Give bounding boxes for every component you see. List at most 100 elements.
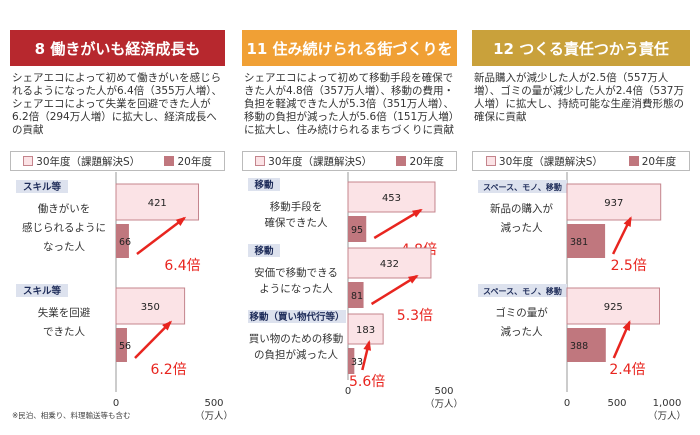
growth-arrow-head (162, 320, 173, 331)
legend-swatch-30 (485, 156, 496, 166)
footnote: ※民泊、相乗り、料理輸送等も含む (12, 411, 131, 420)
legend-item-30: 30年度（課題解決S） (485, 154, 603, 169)
category-label: できた人 (43, 326, 85, 338)
growth-ratio: 6.4倍 (164, 258, 200, 274)
bar-30-label: 183 (356, 325, 375, 336)
legend-label-30: 30年度（課題解決S） (498, 155, 603, 168)
legend-label-30: 30年度（課題解決S） (36, 155, 141, 168)
category-label: 感じられるように (22, 221, 106, 234)
category-label: 減った人 (501, 325, 543, 338)
panel-description: シェアエコによって初めて働きがいを感じられるようになった人が6.4倍（355万人… (12, 72, 222, 136)
growth-arrow (134, 321, 172, 359)
legend-item-30: 30年度（課題解決S） (23, 154, 140, 169)
category-tag-bg (16, 284, 68, 297)
growth-arrow (370, 274, 418, 306)
category-label: 安価で移動できる (254, 266, 338, 279)
chart-legend: 30年度（課題解決S） 20年度 (10, 151, 225, 171)
legend-label-20: 20年度 (177, 155, 212, 168)
bar-30-label: 421 (148, 198, 167, 209)
category-tag: スキル等 (23, 181, 62, 193)
legend-item-20: 20年度 (164, 154, 212, 169)
bar-30-label: 350 (141, 302, 160, 313)
growth-ratio: 2.4倍 (609, 362, 645, 378)
growth-arrow-head (175, 216, 187, 227)
bar-30 (115, 287, 186, 325)
category-tag-bg (16, 180, 68, 193)
panel-sustainable-cities: 11 住み続けられる街づくりを シェアエコによって初めて移動手段を確保できた人が… (242, 30, 463, 430)
panel-description: シェアエコによって初めて移動手段を確保できた人が4.8倍（357万人増）、移動の… (244, 72, 454, 136)
bar-20 (348, 348, 355, 374)
category-row: 移動移動手段を確保できた人453954.8倍 (248, 178, 437, 258)
panel-responsible-consumption: 12 つくる責任つかう責任 新品購入が減少した人が2.5倍（557万人増）、ゴミ… (472, 30, 690, 430)
growth-arrow-head (407, 274, 419, 284)
bar-30-label: 925 (604, 302, 623, 313)
category-label: なった人 (43, 241, 85, 253)
growth-arrow (136, 217, 186, 255)
category-label: ようになった人 (259, 283, 333, 295)
category-label: 働きがいを (38, 202, 91, 215)
bar-chart: 移動移動手段を確保できた人453954.8倍移動安価で移動できるようになった人4… (248, 172, 463, 410)
panel-title: 11 住み続けられる街づくりを (242, 30, 457, 66)
x-tick-label: 500 (434, 386, 453, 397)
growth-ratio: 5.6倍 (349, 374, 385, 390)
category-tag-bg (248, 310, 346, 323)
legend-swatch-30 (255, 156, 266, 166)
bar-20-label: 388 (570, 341, 588, 352)
legend-label-20: 20年度 (641, 155, 677, 168)
growth-ratio: 2.5倍 (611, 258, 647, 274)
bar-20-label: 81 (351, 291, 363, 302)
bar-20-label: 33 (351, 357, 363, 368)
x-tick-label: 0 (113, 398, 119, 409)
category-tag-bg (248, 178, 280, 191)
category-tag: 移動 (254, 179, 274, 191)
bar-30-label: 937 (604, 198, 623, 209)
bar-20 (116, 328, 127, 362)
category-tag: 移動（買い物代行等） (249, 311, 344, 323)
bar-chart: スキル等働きがいを感じられるようになった人421666.4倍スキル等失業を回避で… (16, 172, 233, 422)
growth-arrow (373, 208, 422, 240)
bar-20 (348, 216, 367, 242)
x-tick-label: 0 (564, 398, 570, 409)
panel-description: 新品購入が減少した人が2.5倍（557万人増）、ゴミの量が減少した人が2.4倍（… (474, 72, 684, 123)
category-label: 確保できた人 (265, 216, 328, 229)
bar-chart: スペース、モノ、移動新品の購入が減った人9373812.5倍スペース、モノ、移動… (478, 172, 686, 422)
category-label: ゴミの量が (495, 306, 548, 319)
chart-legend: 30年度（課題解決S） 20年度 (242, 151, 457, 171)
growth-ratio: 6.2倍 (150, 362, 186, 378)
legend-item-20: 20年度 (628, 154, 677, 169)
panel-title: 8 働きがいも経済成長も (10, 30, 225, 66)
bar-20-label: 56 (119, 341, 131, 352)
legend-swatch-30 (23, 156, 34, 166)
bar-30 (115, 183, 200, 221)
x-tick-label: 500 (204, 398, 223, 409)
category-label: 減った人 (501, 221, 543, 234)
bar-20-label: 66 (119, 237, 131, 248)
category-tag-bg (248, 244, 280, 257)
category-label: 新品の購入が (490, 202, 553, 215)
growth-arrow-head (412, 208, 423, 218)
bar-20 (116, 224, 129, 258)
panel-decent-work: 8 働きがいも経済成長も シェアエコによって初めて働きがいを感じられるようになっ… (10, 30, 233, 430)
panel-title: 12 つくる責任つかう責任 (472, 30, 690, 66)
growth-arrow-head (623, 216, 632, 227)
growth-ratio: 5.3倍 (397, 308, 433, 324)
chart-legend: 30年度（課題解決S） 20年度 (472, 151, 690, 171)
growth-arrow-head (622, 320, 631, 331)
category-label: の負担が減った人 (254, 348, 338, 361)
legend-item-30: 30年度（課題解決S） (255, 154, 372, 169)
category-tag-bg (478, 180, 567, 193)
legend-swatch-20 (164, 156, 175, 166)
bar-20 (567, 328, 606, 362)
x-tick-label: 500 (607, 398, 626, 409)
legend-label-20: 20年度 (409, 155, 444, 168)
x-unit-label: （万人） (648, 410, 686, 422)
growth-arrow-head (363, 340, 372, 351)
bar-20-label: 381 (570, 237, 588, 248)
bar-30 (566, 183, 662, 221)
bar-20 (348, 282, 364, 308)
